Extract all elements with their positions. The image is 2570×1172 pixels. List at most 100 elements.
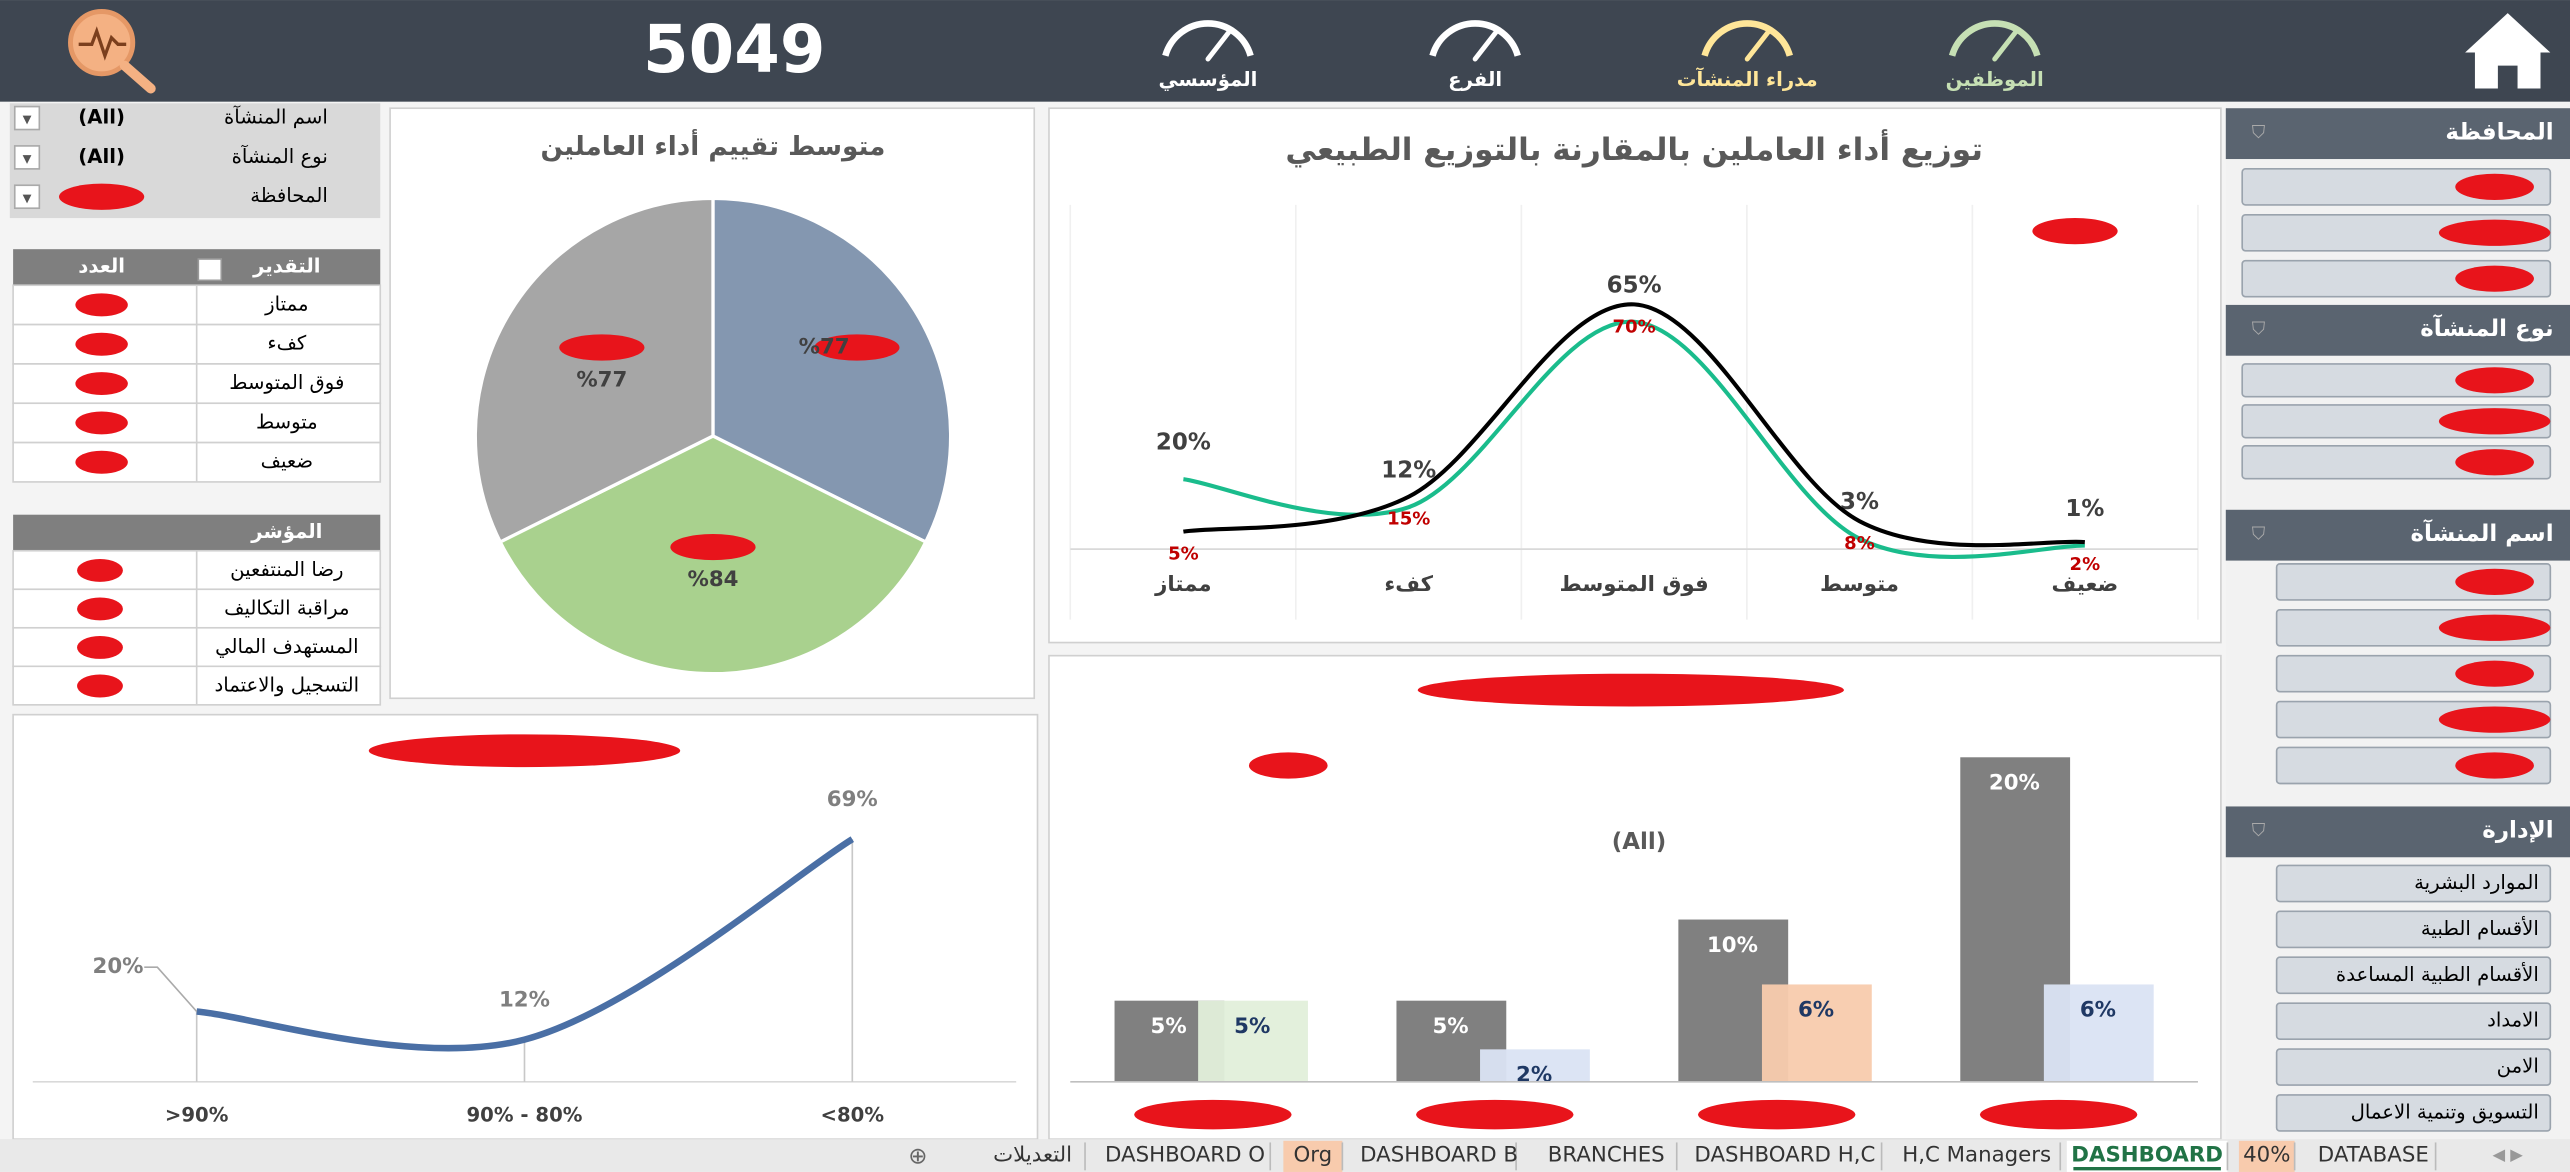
redaction (1416, 1099, 1574, 1130)
slicer-clear-filter[interactable]: ⛉ (2252, 122, 2266, 143)
filter-value: (All) (78, 106, 125, 129)
filter-label: اسم المنشآة (224, 105, 328, 129)
slicer-header (2225, 108, 2570, 160)
chart-title: متوسط تقييم أداء العاملين (541, 129, 886, 162)
nav-needle (1205, 27, 1234, 62)
data-label: 69% (827, 787, 878, 812)
slicer-item-label: الأقسام الطبية (2421, 916, 2539, 940)
sheet-tab[interactable]: BRANCHES (1548, 1143, 1665, 1168)
kpi-value: 5049 (643, 12, 825, 88)
sheet-tab[interactable]: Org (1294, 1143, 1333, 1168)
data-label: 12% (499, 987, 550, 1012)
x-tick-label: 90% - 80% (467, 1104, 583, 1127)
scroll-arrows[interactable]: ◀ ▶ (2493, 1145, 2524, 1164)
data-label: 5% (1234, 1014, 1270, 1039)
slicer-title: نوع المنشآة (2420, 313, 2553, 342)
x-tick-label: متوسط (1820, 572, 1899, 597)
dropdown-button[interactable] (13, 145, 41, 170)
slicer-clear-filter[interactable]: ⛉ (2252, 318, 2266, 339)
slicer-item[interactable] (2275, 1094, 2552, 1132)
bar (1480, 1049, 1590, 1082)
series-line (196, 836, 855, 1052)
redaction (77, 674, 123, 698)
redaction (2455, 660, 2534, 687)
redaction (75, 293, 128, 317)
sheet-tab[interactable]: التعديلات (993, 1143, 1072, 1168)
redaction (77, 558, 123, 582)
nav-needle (1744, 27, 1773, 62)
nav-gauge[interactable] (1429, 20, 1521, 57)
sheet-tab[interactable]: DASHBOARD B (1360, 1143, 1518, 1168)
nav-label[interactable]: المؤسسي (1159, 68, 1258, 91)
nav-label[interactable]: مدراء المنشآت (1677, 67, 1818, 91)
chart-title: توزيع أداء العاملين بالمقارنة بالتوزيع ا… (1285, 129, 1983, 168)
slicer-header (2225, 304, 2570, 356)
redaction (2438, 614, 2551, 641)
home-icon[interactable] (2465, 13, 2551, 89)
data-label: 20% (1156, 430, 1211, 456)
sheet-tab[interactable]: DASHBOARD H,C (1694, 1143, 1875, 1168)
nav-label[interactable]: الموظفين (1946, 68, 2044, 91)
redaction (1417, 673, 1844, 707)
slicer-title: الإدارة (2482, 818, 2553, 844)
slicer-item[interactable] (2275, 956, 2552, 995)
slicer-item[interactable] (2275, 864, 2552, 903)
dropdown-arrow: ▼ (23, 191, 32, 205)
data-label: 15% (1387, 509, 1430, 530)
redaction (2455, 449, 2534, 476)
data-label: 8% (1844, 533, 1875, 554)
redaction (1979, 1099, 2138, 1130)
data-label: 5% (1151, 1014, 1187, 1039)
sheet-tab-bg[interactable] (2238, 1140, 2295, 1172)
data-label: 12% (1381, 458, 1436, 484)
redaction (77, 597, 123, 621)
sheet-tab-bg[interactable] (1283, 1140, 1343, 1172)
nav-gauge[interactable] (1948, 20, 2041, 57)
search-icon[interactable] (68, 9, 156, 94)
x-tick-label: ممتاز (1154, 572, 1211, 597)
sort-button[interactable] (197, 258, 223, 282)
nav-gauge[interactable] (1701, 20, 1793, 57)
sheet-tab[interactable]: DASHBOARD O (1105, 1143, 1265, 1168)
data-label: 20% (1989, 771, 2040, 796)
slicer-clear-filter[interactable]: ⛉ (2252, 523, 2266, 544)
sheet-tab-bg[interactable] (2066, 1140, 2228, 1172)
redaction (670, 533, 756, 561)
leader-line (144, 966, 198, 1013)
header-bar (0, 0, 2570, 102)
sheet-tab[interactable]: DATABASE (2318, 1143, 2429, 1168)
nav-gauge[interactable] (1162, 20, 1254, 57)
redaction (2438, 408, 2551, 435)
dropdown-arrow: ▼ (23, 152, 32, 166)
slicer-item[interactable] (2275, 1048, 2552, 1086)
table-header (13, 514, 381, 551)
table-header-cell: العدد (78, 255, 125, 278)
table-cell: فوق المتوسط (229, 371, 344, 394)
nav-label[interactable]: الفرع (1448, 68, 1502, 91)
dropdown-button[interactable] (13, 105, 41, 131)
slicer-clear-filter[interactable]: ⛉ (2252, 820, 2266, 841)
x-tick-label: ضعيف (2052, 572, 2119, 597)
redaction (2438, 219, 2551, 246)
slicer-item[interactable] (2275, 1002, 2552, 1041)
slicer-item-label: الموارد البشرية (2414, 871, 2539, 894)
sheet-tab[interactable]: 40% (2243, 1143, 2290, 1168)
dropdown-button[interactable] (13, 184, 41, 210)
series-line (1183, 302, 2086, 548)
table-cell: كفء (267, 332, 307, 355)
filter-label: نوع المنشآة (232, 144, 328, 168)
slicer-header (2225, 806, 2570, 858)
series-line (1183, 319, 2085, 559)
slicer-item[interactable] (2275, 910, 2552, 949)
sheet-tab[interactable]: H,C Managers (1902, 1143, 2051, 1168)
data-label: 65% (1607, 272, 1662, 298)
pie-slice (473, 196, 715, 545)
sheet-tab[interactable]: DASHBOARD (2071, 1143, 2223, 1168)
slicer-item-label: الامداد (2487, 1009, 2539, 1032)
data-label: 70% (1613, 316, 1656, 337)
add-sheet[interactable]: ⊕ (908, 1144, 927, 1170)
data-label: 6% (2080, 998, 2116, 1023)
slicer-title: المحافظة (2445, 119, 2553, 145)
data-label: 20% (93, 954, 144, 979)
